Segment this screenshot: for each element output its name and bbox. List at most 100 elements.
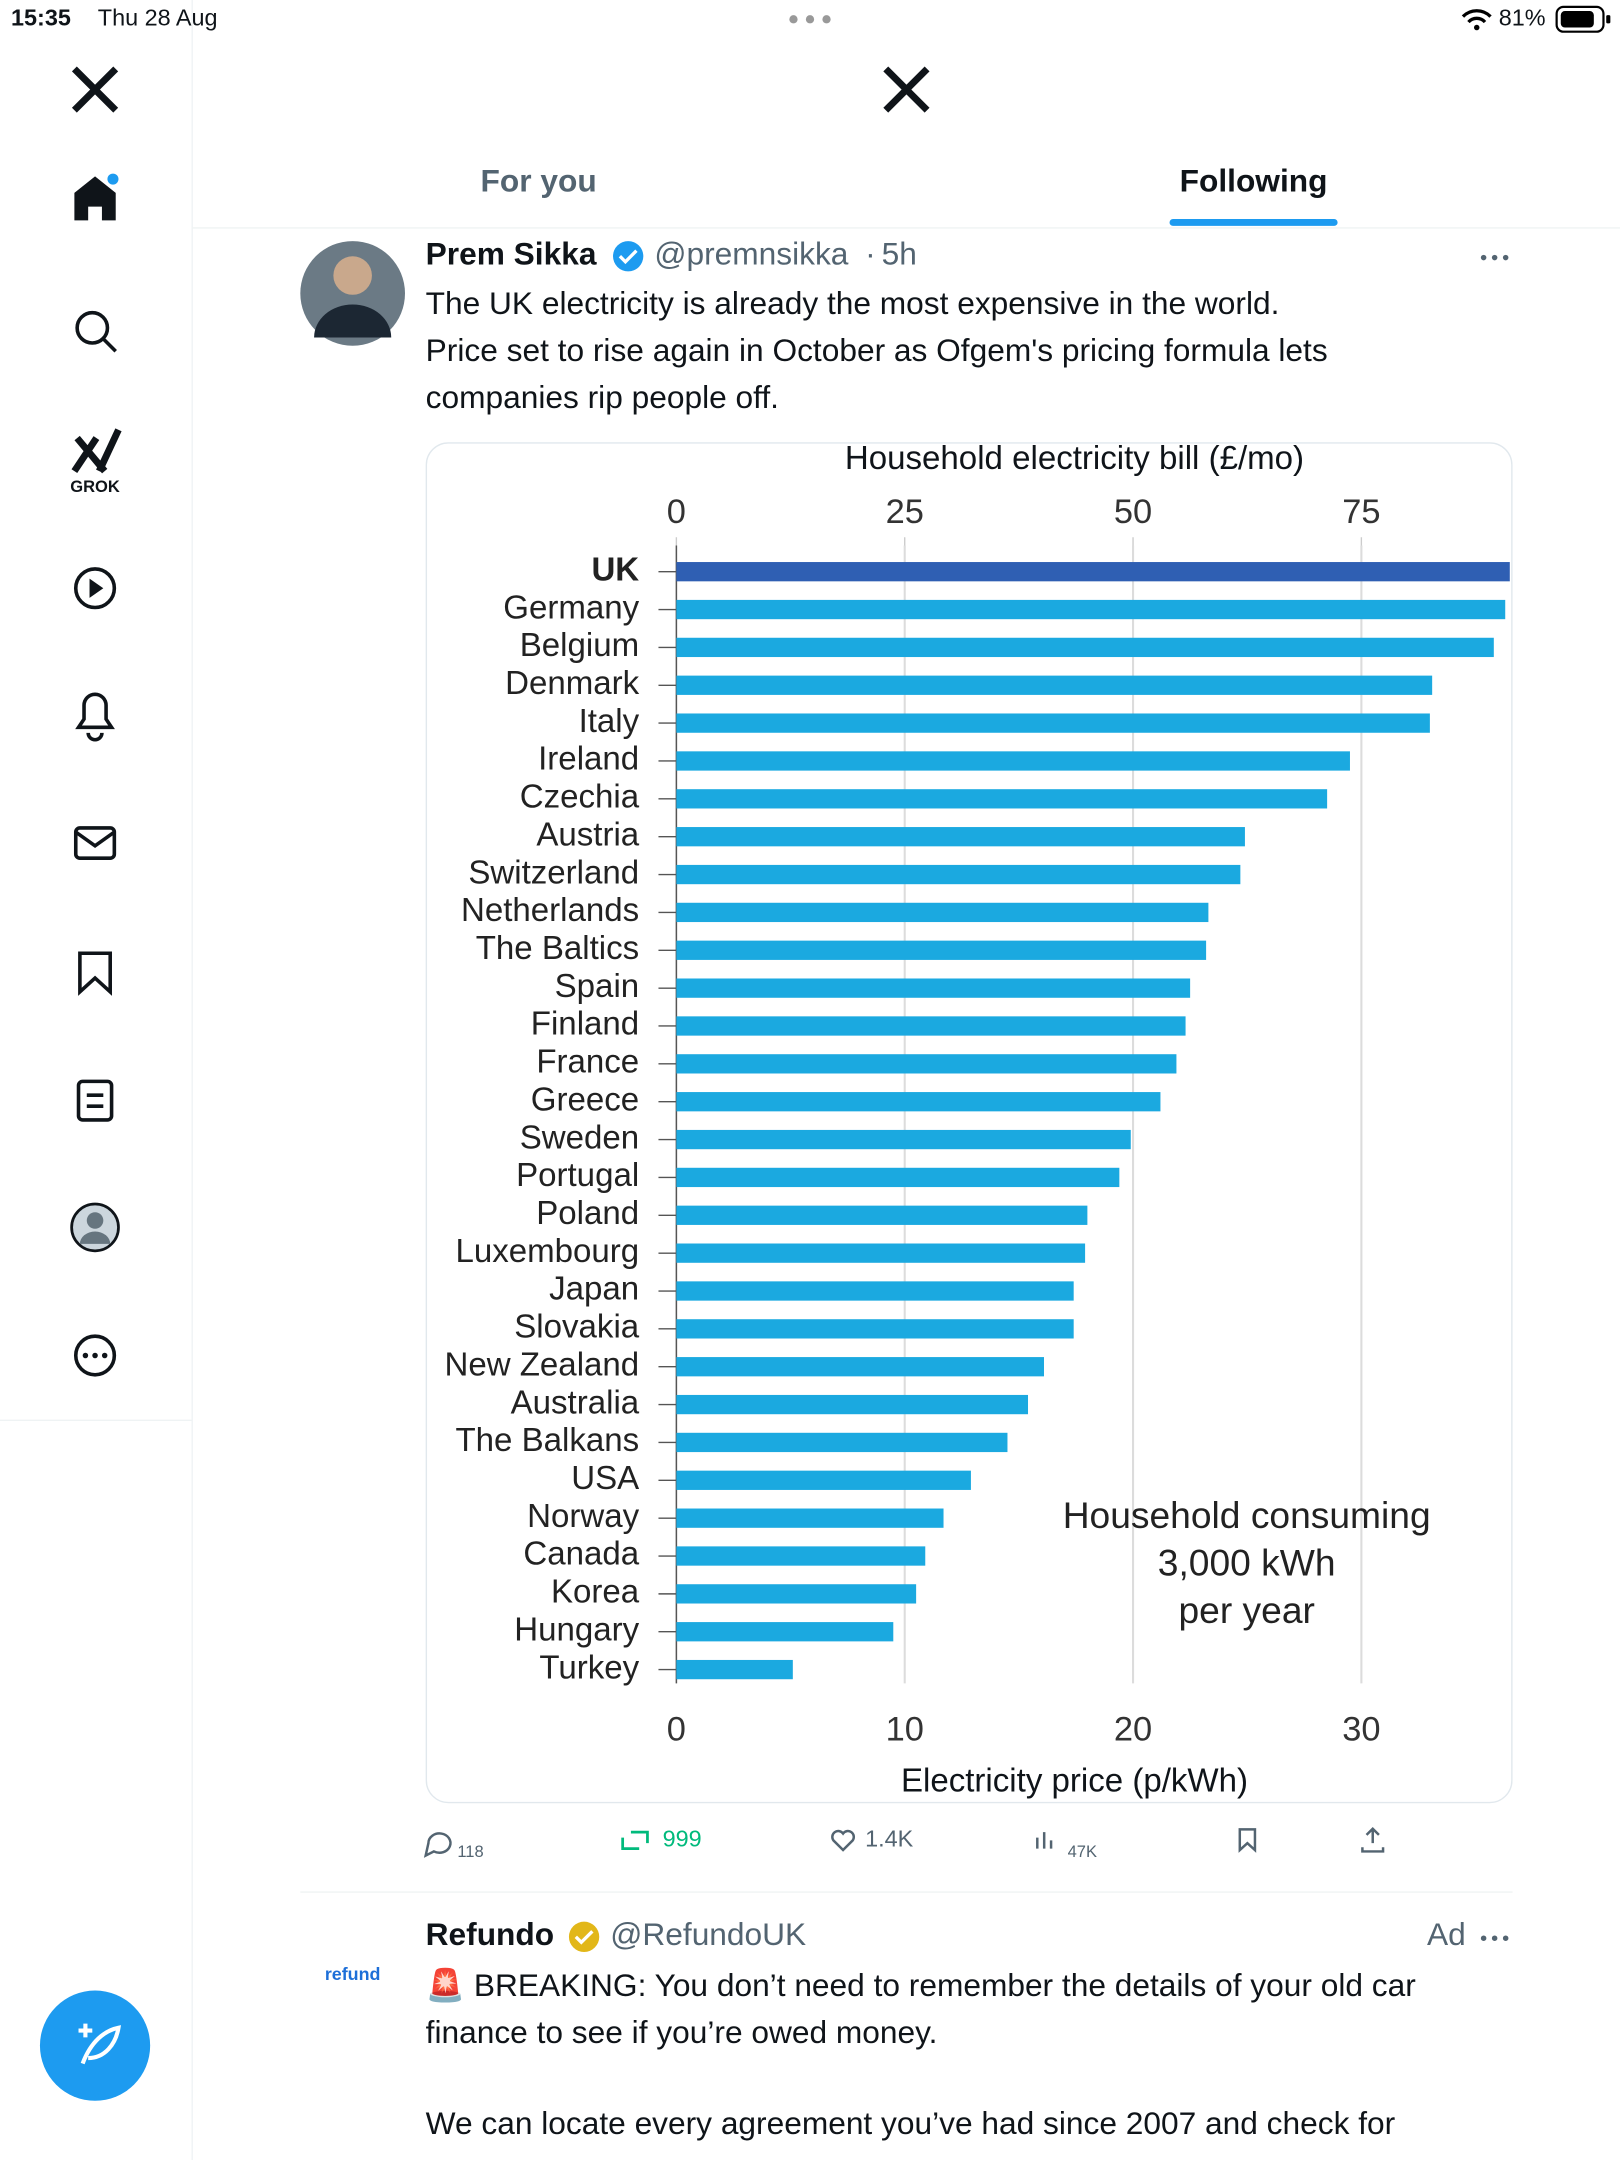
category-label: Greece xyxy=(531,1081,639,1118)
category-label: Hungary xyxy=(514,1611,639,1648)
category-label: USA xyxy=(571,1460,639,1497)
bar xyxy=(676,864,1241,885)
bar xyxy=(676,1357,1044,1377)
bar xyxy=(676,1016,1186,1036)
bar xyxy=(676,637,1494,658)
category-label: Ireland xyxy=(538,741,639,778)
x-tick-label: 10 xyxy=(886,1711,924,1749)
ad-label: Ad xyxy=(1427,1916,1466,1952)
sidebar-icons[interactable] xyxy=(39,66,151,2101)
author-name: Prem Sikka xyxy=(426,236,597,272)
category-label: Switzerland xyxy=(468,854,639,891)
x2-tick-label: 75 xyxy=(1342,493,1380,531)
category-label: Netherlands xyxy=(461,892,639,929)
bar xyxy=(676,827,1245,847)
tweet-text: The UK electricity is already the most e… xyxy=(426,285,1280,321)
tab-for-you[interactable]: For you xyxy=(481,163,597,199)
bar xyxy=(676,599,1506,620)
ad-handle: @RefundoUK xyxy=(610,1916,806,1952)
bar xyxy=(676,1508,944,1528)
bar xyxy=(676,1432,1008,1453)
category-label: The Balkans xyxy=(455,1422,639,1459)
bar xyxy=(676,1205,1088,1225)
bar xyxy=(676,902,1209,923)
category-label: Germany xyxy=(503,589,639,626)
category-label: Turkey xyxy=(539,1649,639,1686)
tweet-text: Price set to rise again in October as Of… xyxy=(426,332,1328,368)
tweet-graphics xyxy=(300,241,1513,1952)
bar xyxy=(676,1167,1120,1188)
category-label: Norway xyxy=(527,1498,639,1535)
category-label: Slovakia xyxy=(514,1309,640,1346)
bar xyxy=(676,1129,1131,1150)
status-battery: 81% xyxy=(1499,4,1546,30)
bar xyxy=(676,1622,894,1642)
tweet-time: 5h xyxy=(882,236,917,272)
author-handle: @premnsikka xyxy=(654,236,848,272)
x-tick-label: 0 xyxy=(667,1711,686,1749)
category-label: Austria xyxy=(536,816,639,853)
ad-text: We can locate every agreement you’ve had… xyxy=(426,2105,1396,2141)
x2-tick-label: 50 xyxy=(1114,493,1152,531)
bar xyxy=(676,1054,1177,1074)
bar xyxy=(676,1394,1029,1415)
action-count[interactable]: 1.4K xyxy=(865,1826,914,1852)
tweet-text: companies rip people off. xyxy=(426,379,779,415)
status-icons xyxy=(789,5,1611,33)
x-tick-label: 30 xyxy=(1342,1711,1380,1749)
bar xyxy=(676,713,1430,733)
bar xyxy=(676,1546,926,1566)
category-label: Korea xyxy=(551,1574,640,1611)
bar xyxy=(676,978,1191,998)
ad-author: Refundo xyxy=(426,1916,554,1952)
bar xyxy=(676,751,1350,771)
category-label: France xyxy=(536,1044,639,1081)
action-count[interactable]: 118 xyxy=(457,1842,483,1861)
bar xyxy=(676,1092,1161,1112)
bar xyxy=(676,1584,917,1604)
chart-annotation: 3,000 kWh xyxy=(1158,1541,1336,1583)
ad-text: finance to see if you’re owed money. xyxy=(426,2014,938,2050)
bar xyxy=(676,1470,971,1490)
category-label: Japan xyxy=(549,1271,639,1308)
category-label: Denmark xyxy=(505,665,640,702)
category-label: UK xyxy=(591,551,639,588)
x-axis-label: Electricity price (p/kWh) xyxy=(901,1762,1248,1799)
chart-title: Household electricity bill (£/mo) xyxy=(845,440,1304,477)
category-label: Canada xyxy=(523,1536,639,1573)
tab-indicator xyxy=(1169,219,1338,226)
status-date: Thu 28 Aug xyxy=(98,4,218,30)
status-time: 15:35 xyxy=(11,4,71,30)
x2-tick-label: 0 xyxy=(667,493,686,531)
x-logo[interactable] xyxy=(883,66,930,113)
bar xyxy=(676,1659,793,1680)
category-label: Sweden xyxy=(520,1119,639,1156)
action-count[interactable]: 47K xyxy=(1068,1842,1097,1861)
category-label: The Baltics xyxy=(476,930,639,967)
category-label: Australia xyxy=(511,1384,640,1421)
chart-annotation: Household consuming xyxy=(1063,1494,1431,1536)
bar xyxy=(676,675,1433,695)
bar xyxy=(676,940,1207,960)
category-label: Finland xyxy=(531,1006,639,1043)
tab-following[interactable]: Following xyxy=(1180,163,1328,199)
bar xyxy=(676,789,1328,809)
x2-tick-label: 25 xyxy=(886,493,924,531)
bar xyxy=(676,1243,1086,1263)
category-label: Spain xyxy=(555,968,640,1005)
category-label: Portugal xyxy=(516,1157,639,1194)
ad-text: 🚨 BREAKING: You don’t need to remember t… xyxy=(426,1967,1417,2003)
category-label: Italy xyxy=(579,703,640,740)
bar xyxy=(676,1319,1074,1339)
action-count[interactable]: 999 xyxy=(663,1826,702,1852)
category-label: Czechia xyxy=(520,779,640,816)
bar xyxy=(676,1281,1074,1301)
ad-logo: refund xyxy=(325,1964,381,1984)
bar xyxy=(676,562,1510,582)
category-label: Luxembourg xyxy=(455,1233,639,1270)
chart-annotation: per year xyxy=(1178,1589,1314,1631)
category-label: Poland xyxy=(536,1195,639,1232)
category-label: Belgium xyxy=(520,627,639,664)
